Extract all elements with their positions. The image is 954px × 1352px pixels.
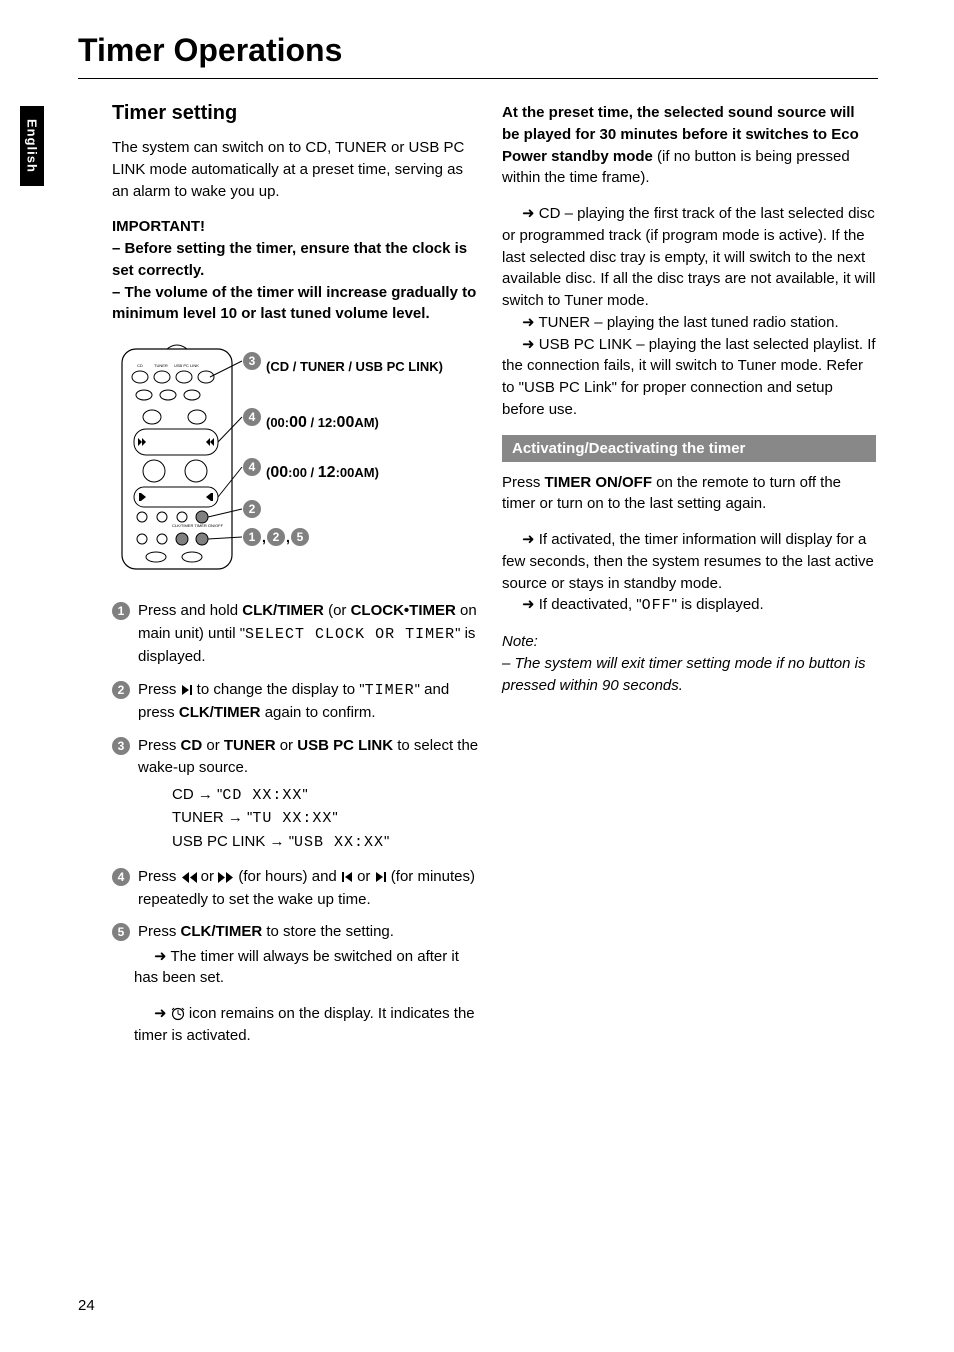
step1-clktimer: CLK/TIMER	[242, 602, 324, 619]
step2-display: TIMER	[365, 682, 415, 699]
step3-tuner: TUNER	[224, 737, 276, 754]
step1-text-c: (or	[324, 602, 351, 619]
svg-text:,: ,	[262, 529, 266, 545]
step3-sub-cd: CD → "CD XX:XX"	[112, 784, 482, 808]
step3-e: or	[276, 737, 298, 754]
svg-text:3: 3	[249, 354, 256, 368]
rewind-icon	[181, 872, 197, 883]
note-body: – The system will exit timer setting mod…	[502, 653, 876, 697]
language-tab: English	[20, 106, 44, 186]
subheading-activating: Activating/Deactivating the timer	[502, 435, 876, 462]
step4-b: or	[197, 868, 219, 885]
prev-icon	[341, 871, 353, 883]
svg-text:CLK/TIMER TIMER ON/OFF: CLK/TIMER TIMER ON/OFF	[172, 523, 224, 528]
step3-cd: CD	[181, 737, 203, 754]
page-title: Timer Operations	[78, 32, 342, 69]
intro-paragraph: The system can switch on to CD, TUNER or…	[112, 137, 482, 202]
svg-text:2: 2	[249, 502, 256, 516]
svg-text:1: 1	[249, 530, 256, 544]
clock-icon	[171, 1007, 185, 1021]
title-rule	[78, 78, 878, 79]
step3-usb: USB PC LINK	[297, 737, 393, 754]
svg-text:TUNER: TUNER	[154, 363, 168, 368]
deactivated-paragraph: ➜ If deactivated, "OFF" is displayed.	[502, 594, 876, 617]
preset-paragraph: At the preset time, the selected sound s…	[502, 102, 876, 189]
bullet-2-icon: 2	[112, 681, 130, 699]
section-heading-timer-setting: Timer setting	[112, 102, 482, 125]
step5-clktimer: CLK/TIMER	[181, 923, 263, 940]
step-1: 1 Press and hold CLK/TIMER (or CLOCK•TIM…	[112, 600, 482, 669]
step-2: 2 Press to change the display to "TIMER"…	[112, 679, 482, 725]
usb-behavior: ➜ USB PC LINK – playing the last selecte…	[502, 334, 876, 421]
important-block: IMPORTANT! – Before setting the timer, e…	[112, 216, 482, 325]
svg-text:5: 5	[297, 530, 304, 544]
remote-diagram: CD TUNER USB PC LINK	[112, 339, 482, 584]
step3-a: Press	[138, 737, 181, 754]
left-column: Timer setting The system can switch on t…	[112, 102, 482, 1061]
step3-sub-usb: USB PC LINK → "USB XX:XX"	[112, 831, 482, 855]
bullet-5-icon: 5	[112, 923, 130, 941]
step3-c: or	[202, 737, 224, 754]
fastfwd-icon	[218, 872, 234, 883]
step2-f: again to confirm.	[261, 704, 376, 721]
step4-c: (for hours) and	[234, 868, 341, 885]
step5-a: Press	[138, 923, 181, 940]
step2-clktimer: CLK/TIMER	[179, 704, 261, 721]
page-number: 24	[78, 1297, 95, 1314]
step2-a: Press	[138, 681, 181, 698]
step1-text-a: Press and hold	[138, 602, 242, 619]
next-icon	[375, 871, 387, 883]
bullet-1-icon: 1	[112, 602, 130, 620]
note-block: Note: – The system will exit timer setti…	[502, 631, 876, 696]
tuner-behavior: ➜ TUNER – playing the last tuned radio s…	[502, 312, 876, 334]
step4-a: Press	[138, 868, 181, 885]
note-heading: Note:	[502, 631, 876, 653]
diagram-callout-4a: (00:00 / 12:00AM)	[266, 414, 379, 432]
step5-sub2: ➜ icon remains on the display. It indica…	[112, 1003, 482, 1047]
step5-sub1: ➜ The timer will always be switched on a…	[112, 946, 482, 990]
step-4: 4 Press or (for hours) and or (for minut…	[112, 866, 482, 911]
step-5: 5 Press CLK/TIMER to store the setting.	[112, 921, 482, 944]
svg-text:CD: CD	[137, 363, 143, 368]
right-column: At the preset time, the selected sound s…	[502, 102, 876, 696]
cd-behavior: ➜ CD – playing the first track of the la…	[502, 203, 876, 312]
step1-display: SELECT CLOCK OR TIMER	[245, 626, 455, 643]
important-line-2: – The volume of the timer will increase …	[112, 282, 482, 326]
next-icon	[181, 684, 193, 696]
svg-text:4: 4	[249, 410, 256, 424]
svg-text:USB PC LINK: USB PC LINK	[174, 363, 199, 368]
step-3: 3 Press CD or TUNER or USB PC LINK to se…	[112, 735, 482, 780]
step1-clocktimer: CLOCK•TIMER	[351, 602, 456, 619]
bullet-4-icon: 4	[112, 868, 130, 886]
step4-d: or	[353, 868, 375, 885]
svg-text:4: 4	[249, 460, 256, 474]
important-title: IMPORTANT!	[112, 216, 482, 238]
bullet-3-icon: 3	[112, 737, 130, 755]
important-line-1: – Before setting the timer, ensure that …	[112, 238, 482, 282]
svg-text:,: ,	[286, 529, 290, 545]
diagram-callout-4b: (00:00 / 12:00AM)	[266, 464, 379, 482]
diagram-callout-3: (CD / TUNER / USB PC LINK)	[266, 359, 443, 374]
step3-sub-tuner: TUNER → "TU XX:XX"	[112, 807, 482, 831]
step5-c: to store the setting.	[262, 923, 394, 940]
step2-b: to change the display to "	[193, 681, 365, 698]
timer-onoff-paragraph: Press TIMER ON/OFF on the remote to turn…	[502, 472, 876, 516]
svg-text:2: 2	[273, 530, 280, 544]
activated-paragraph: ➜ If activated, the timer information wi…	[502, 529, 876, 594]
